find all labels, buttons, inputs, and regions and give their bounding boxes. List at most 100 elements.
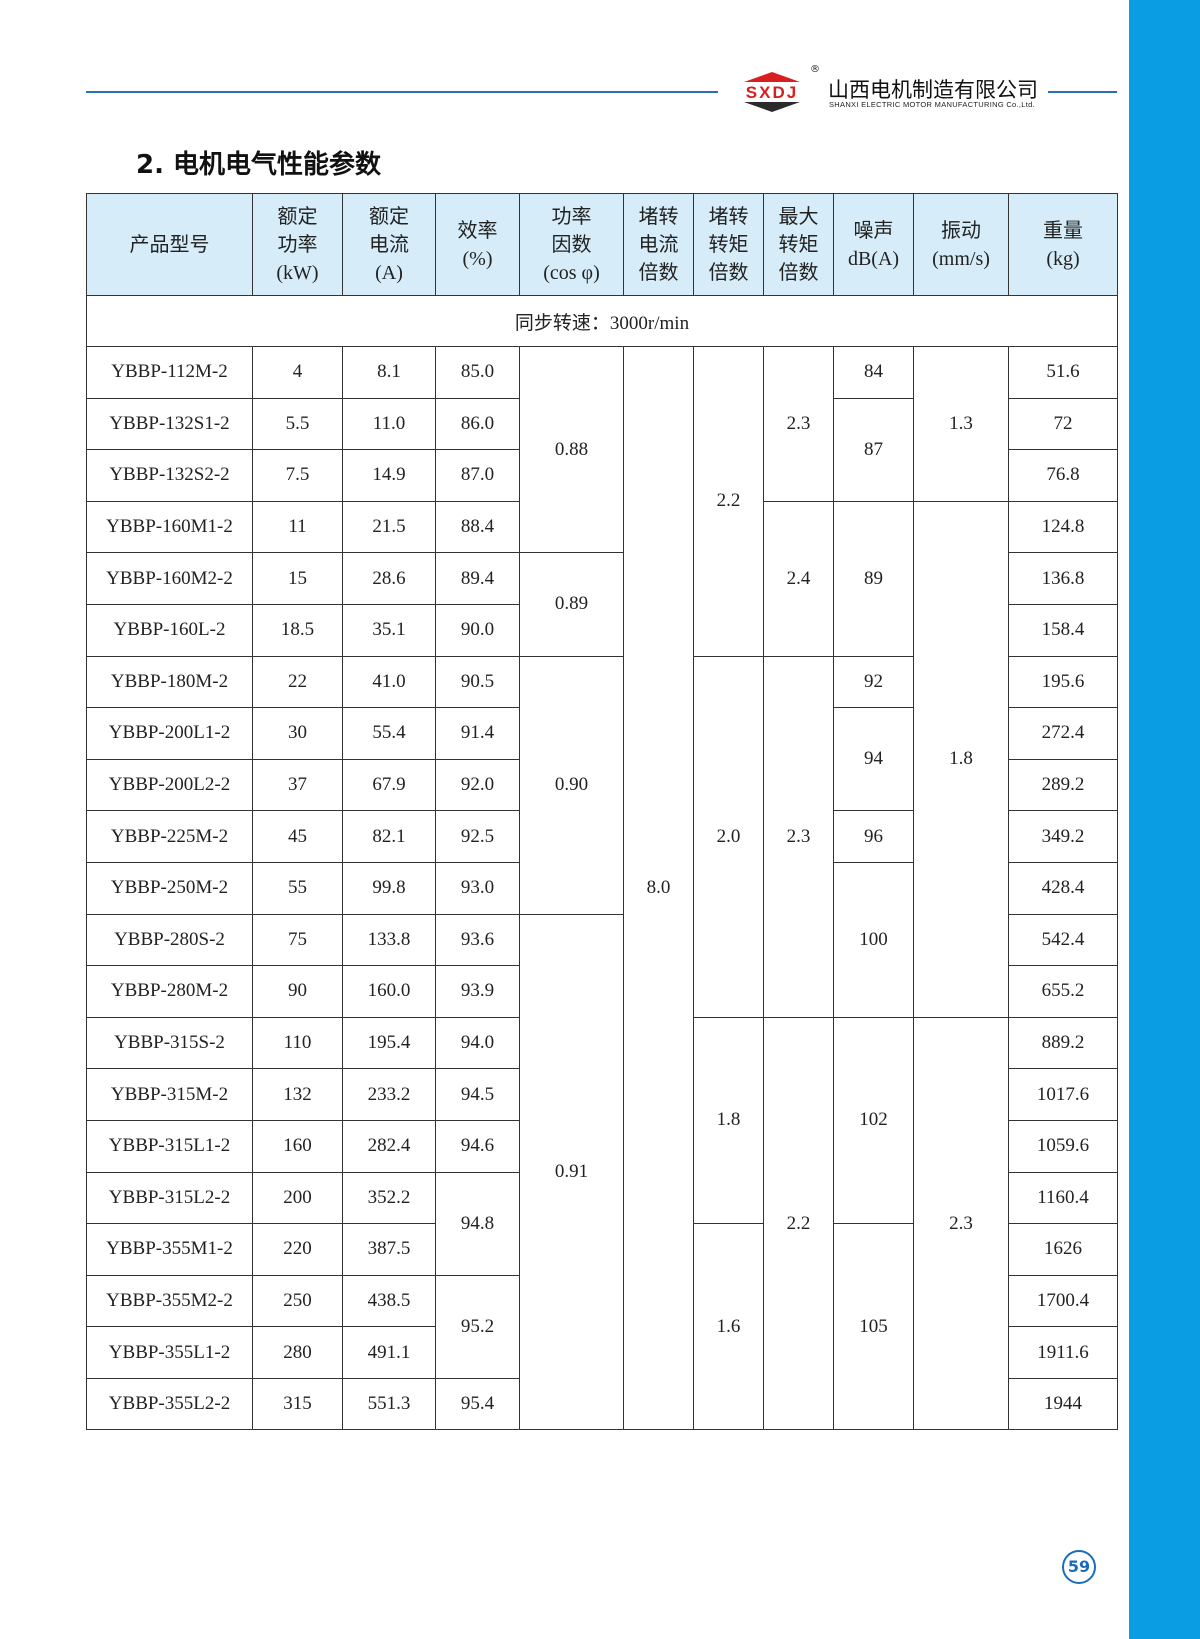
value-cell: 132 bbox=[252, 1068, 343, 1121]
table-row: YBBP-315S-2 110 195.4 94.0 1.8 2.2 102 2.3 889.2 bbox=[86, 1016, 1118, 1431]
value-cell: 289.2 bbox=[1008, 758, 1118, 812]
value-cell: 655.2 bbox=[1008, 965, 1118, 1018]
value-cell: 387.5 bbox=[342, 1223, 436, 1276]
speed-group-label: 同步转速：3000r/min bbox=[86, 295, 1118, 347]
value-cell: 282.4 bbox=[342, 1119, 436, 1173]
value-cell: 4 bbox=[252, 346, 343, 399]
value-cell: 85.0 bbox=[435, 346, 520, 399]
value-cell: 110 bbox=[252, 1016, 343, 1070]
value-cell: 2.2 bbox=[763, 1016, 834, 1431]
group-row: 同步转速：3000r/min bbox=[86, 295, 1118, 347]
value-cell: 90.0 bbox=[435, 603, 520, 657]
table-row: YBBP-355L1-2 280 491.1 1911.6 bbox=[86, 1326, 1118, 1379]
model-cell: YBBP-355L2-2 bbox=[86, 1377, 253, 1431]
model-cell: YBBP-160L-2 bbox=[86, 603, 253, 657]
column-header: 振动 (mm/s) bbox=[913, 193, 1009, 296]
value-cell: 8.1 bbox=[342, 346, 436, 399]
value-cell: 95.2 bbox=[435, 1274, 520, 1379]
value-cell: 14.9 bbox=[342, 449, 436, 502]
model-cell: YBBP-225M-2 bbox=[86, 810, 253, 863]
value-cell: 21.5 bbox=[342, 500, 436, 554]
value-cell: 280 bbox=[252, 1326, 343, 1379]
value-cell: 1700.4 bbox=[1008, 1274, 1118, 1328]
registered-mark: ® bbox=[810, 64, 820, 75]
value-cell: 160 bbox=[252, 1119, 343, 1173]
value-cell: 133.8 bbox=[342, 913, 436, 967]
table-row: YBBP-112M-2 4 8.1 85.0 0.88 8.0 2.2 2.3 84 1.3 51.… bbox=[86, 345, 1118, 1431]
value-cell: 2.2 bbox=[693, 346, 764, 657]
value-cell: 1.8 bbox=[693, 1016, 764, 1225]
table-row: YBBP-315L1-2 160 282.4 94.6 1059.6 bbox=[86, 1119, 1118, 1173]
value-cell: 89.4 bbox=[435, 552, 520, 605]
model-cell: YBBP-112M-2 bbox=[86, 346, 253, 399]
value-cell: 93.9 bbox=[435, 965, 520, 1018]
value-cell: 89 bbox=[833, 500, 914, 657]
value-cell: 1160.4 bbox=[1008, 1171, 1118, 1225]
table-row: YBBP-132S1-2 5.5 11.0 86.0 87 72 bbox=[86, 397, 1118, 502]
table-header-row: 产品型号 额定 功率 (kW) 额定 电流 (A) 效率 (%) 功率 因数 (cos … bbox=[86, 193, 1118, 296]
company-name-cn: 山西电机制造有限公司 bbox=[828, 78, 1038, 102]
column-header: 额定 功率 (kW) bbox=[252, 193, 343, 296]
value-cell: 84 bbox=[833, 346, 914, 399]
model-cell: YBBP-315M-2 bbox=[86, 1068, 253, 1121]
value-cell: 92.0 bbox=[435, 758, 520, 812]
table-row: YBBP-315M-2 132 233.2 94.5 1017.6 bbox=[86, 1068, 1118, 1121]
value-cell: 94.5 bbox=[435, 1068, 520, 1121]
value-cell: 160.0 bbox=[342, 965, 436, 1018]
value-cell: 438.5 bbox=[342, 1274, 436, 1328]
value-cell: 94.0 bbox=[435, 1016, 520, 1070]
value-cell: 95.4 bbox=[435, 1377, 520, 1431]
section-title: 2. 电机电气性能参数 bbox=[136, 150, 382, 180]
model-cell: YBBP-132S1-2 bbox=[86, 397, 253, 451]
value-cell: 99.8 bbox=[342, 861, 436, 915]
value-cell: 551.3 bbox=[342, 1377, 436, 1431]
svg-text:SXDJ: SXDJ bbox=[746, 83, 798, 102]
value-cell: 428.4 bbox=[1008, 861, 1118, 915]
value-cell: 889.2 bbox=[1008, 1016, 1118, 1070]
value-cell: 93.0 bbox=[435, 861, 520, 915]
model-cell: YBBP-315L2-2 bbox=[86, 1171, 253, 1225]
value-cell: 100 bbox=[833, 861, 914, 1018]
table-row: YBBP-200L2-2 37 67.9 92.0 289.2 bbox=[86, 758, 1118, 812]
value-cell: 90.5 bbox=[435, 655, 520, 709]
value-cell: 11 bbox=[252, 500, 343, 554]
value-cell: 82.1 bbox=[342, 810, 436, 863]
model-cell: YBBP-160M2-2 bbox=[86, 552, 253, 605]
value-cell: 88.4 bbox=[435, 500, 520, 554]
value-cell: 86.0 bbox=[435, 397, 520, 451]
value-cell: 1.6 bbox=[693, 1223, 764, 1431]
table-row: YBBP-225M-2 45 82.1 92.5 96 349.2 bbox=[86, 810, 1118, 863]
model-cell: YBBP-160M1-2 bbox=[86, 500, 253, 554]
value-cell: 8.0 bbox=[623, 345, 694, 1431]
value-cell: 352.2 bbox=[342, 1171, 436, 1225]
header-rule-left bbox=[86, 91, 718, 93]
value-cell: 102 bbox=[833, 1016, 914, 1225]
column-header: 产品型号 bbox=[86, 193, 253, 296]
column-header: 堵转 电流 倍数 bbox=[623, 193, 694, 296]
value-cell: 2.3 bbox=[763, 346, 834, 502]
value-cell: 55 bbox=[252, 861, 343, 915]
value-cell: 200 bbox=[252, 1171, 343, 1225]
value-cell: 1944 bbox=[1008, 1377, 1118, 1431]
column-header: 重量 (kg) bbox=[1008, 193, 1118, 296]
value-cell: 11.0 bbox=[342, 397, 436, 451]
value-cell: 220 bbox=[252, 1223, 343, 1276]
column-header: 堵转 转矩 倍数 bbox=[693, 193, 764, 296]
table-row: YBBP-200L1-2 30 55.4 91.4 94 272.4 bbox=[86, 707, 1118, 812]
value-cell: 250 bbox=[252, 1274, 343, 1328]
model-cell: YBBP-132S2-2 bbox=[86, 449, 253, 502]
value-cell: 94 bbox=[833, 707, 914, 812]
model-cell: YBBP-355M1-2 bbox=[86, 1223, 253, 1276]
table-row: YBBP-280S-2 75 133.8 93.6 0.91 542.4 bbox=[86, 913, 1118, 1431]
value-cell: 2.0 bbox=[693, 655, 764, 1018]
side-color-bar bbox=[1129, 0, 1200, 1639]
value-cell: 105 bbox=[833, 1223, 914, 1431]
table-row: YBBP-160L-2 18.5 35.1 90.0 158.4 bbox=[86, 603, 1118, 657]
column-header: 噪声 dB(A) bbox=[833, 193, 914, 296]
value-cell: 195.4 bbox=[342, 1016, 436, 1070]
value-cell: 75 bbox=[252, 913, 343, 967]
value-cell: 2.4 bbox=[763, 500, 834, 657]
model-cell: YBBP-280M-2 bbox=[86, 965, 253, 1018]
value-cell: 195.6 bbox=[1008, 655, 1118, 709]
column-header: 最大 转矩 倍数 bbox=[763, 193, 834, 296]
